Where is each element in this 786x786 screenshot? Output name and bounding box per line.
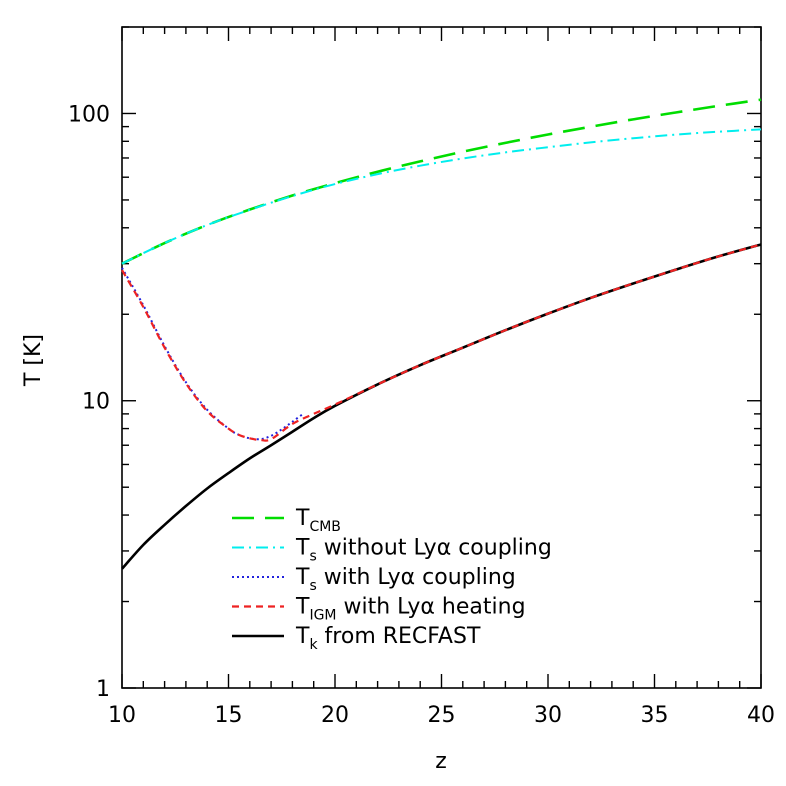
x-axis-label: z bbox=[435, 749, 447, 774]
series-line-1 bbox=[121, 128, 762, 265]
x-tick-label: 15 bbox=[215, 703, 243, 728]
y-tick-label: 100 bbox=[68, 102, 110, 127]
series-line-0 bbox=[121, 98, 762, 265]
y-tick-label: 10 bbox=[82, 390, 110, 415]
series-line-3 bbox=[121, 243, 762, 442]
x-tick-label: 20 bbox=[321, 703, 349, 728]
legend-entry: Ts with Lyα coupling bbox=[295, 565, 516, 594]
series-line-2 bbox=[121, 267, 304, 441]
legend-entry: TCMB bbox=[295, 506, 341, 535]
x-tick-label: 35 bbox=[641, 703, 669, 728]
series-line-4 bbox=[121, 243, 762, 570]
legend-entry: Ts without Lyα coupling bbox=[295, 536, 552, 565]
x-tick-label: 30 bbox=[534, 703, 562, 728]
y-tick-label: 1 bbox=[96, 677, 110, 702]
series-lines bbox=[121, 98, 762, 570]
x-tick-label: 10 bbox=[108, 703, 136, 728]
x-tick-label: 25 bbox=[428, 703, 456, 728]
x-tick-label: 40 bbox=[747, 703, 775, 728]
y-axis-label: T [K] bbox=[21, 334, 46, 387]
x-tick-labels: 10 15 20 25 30 35 40 bbox=[108, 703, 775, 728]
axis-ticks bbox=[121, 26, 762, 689]
legend-entry: TIGM with Lyα heating bbox=[295, 595, 526, 624]
legend-entry: Tk from RECFAST bbox=[295, 624, 481, 653]
y-tick-labels: 1 10 100 bbox=[68, 102, 110, 702]
